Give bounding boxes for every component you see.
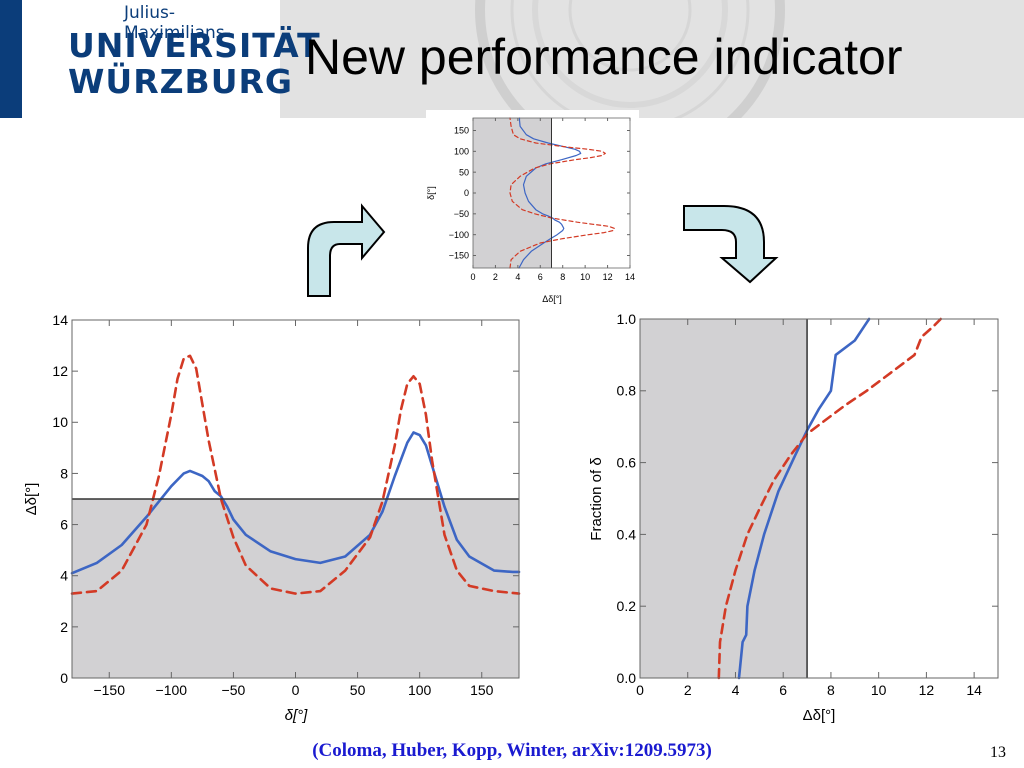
x-tick-label: 12 [919,682,935,698]
x-tick-label: 10 [580,272,590,282]
x-tick-label: 4 [732,682,740,698]
x-tick-label: 0 [636,682,644,698]
x-tick-label: 8 [560,272,565,282]
x-tick-label: 50 [350,682,366,698]
tick-layer: −150 −100 −50 0 50 100 150 0 2 4 6 8 10 12 14 [52,312,519,698]
chart-fraction-vs-precision: 0 2 4 6 8 10 12 14 0.0 0.2 0.4 0.6 0.8 1.0 Δδ[°] Frac… [588,311,999,724]
y-tick-label: 14 [52,312,68,328]
x-tick-label: 150 [470,682,494,698]
y-tick-label: −150 [449,251,469,261]
y-tick-label: 0 [60,670,68,686]
y-tick-label: 1.0 [617,311,637,327]
y-tick-label: 0.2 [617,598,637,614]
series-line-dashed [509,117,615,269]
x-axis-label: Δδ[°] [803,707,836,724]
x-tick-label: −100 [156,682,188,698]
university-logo: Julius-Maximilians- UNIVERSITÄT WÜRZBURG [0,0,320,118]
y-tick-label: 0.6 [617,455,637,471]
y-tick-label: 100 [454,146,469,156]
tick-layer: 0 2 4 6 8 10 12 14 −150 −100 −50 0 50 100 150 [449,118,635,282]
y-tick-label: −100 [449,230,469,240]
slide-title: New performance indicator [305,29,903,85]
x-tick-label: 0 [470,272,475,282]
seal-watermark [475,0,785,118]
x-axis-label: Δδ[°] [542,294,562,304]
y-axis-label: Fraction of δ [588,457,605,540]
series-line-solid [518,117,582,269]
series-layer [70,354,521,595]
x-tick-label: 6 [538,272,543,282]
logo-bar [0,0,22,118]
x-tick-label: 8 [827,682,835,698]
x-tick-label: 14 [966,682,982,698]
x-tick-label: 2 [684,682,692,698]
y-axis-label: Δδ[°] [23,483,40,516]
x-tick-label: 0 [292,682,300,698]
chart-delta-precision-vs-delta: −150 −100 −50 0 50 100 150 0 2 4 6 8 10 12 14 δ[°] Δδ[… [23,312,521,724]
y-tick-label: 0.4 [617,526,637,542]
series-line-dashed [70,354,521,595]
y-tick-label: 10 [52,414,68,430]
y-tick-label: 150 [454,126,469,136]
y-tick-label: 2 [60,619,68,635]
y-tick-label: −50 [454,209,469,219]
chart-inset-delta-vs-precision: 0 2 4 6 8 10 12 14 −150 −100 −50 0 50 100 150 Δδ[°] δ[… [426,110,639,310]
y-tick-label: 8 [60,465,68,481]
series-line-solid [70,431,521,575]
citation: (Coloma, Huber, Kopp, Winter, arXiv:1209… [312,740,712,761]
x-tick-label: 10 [871,682,887,698]
logo-line-1: UNIVERSITÄT [68,26,321,65]
x-tick-label: 12 [603,272,613,282]
x-tick-label: 2 [493,272,498,282]
slide-header: Julius-Maximilians- UNIVERSITÄT WÜRZBURG… [0,0,1024,118]
series-line-solid [737,317,871,680]
y-tick-label: 0.0 [617,670,637,686]
page-number: 13 [990,744,1006,761]
y-tick-label: 4 [60,568,68,584]
logo-subtitle: Julius-Maximilians- [124,3,231,43]
y-axis-label: δ[°] [426,186,436,200]
x-tick-label: 14 [625,272,635,282]
x-tick-label: 4 [515,272,520,282]
x-tick-label: −150 [93,682,125,698]
y-tick-label: 6 [60,516,68,532]
logo-line-2: WÜRZBURG [68,62,293,101]
curved-arrow-down-right-icon [683,205,779,284]
tick-layer: 0 2 4 6 8 10 12 14 0.0 0.2 0.4 0.6 0.8 1.0 [617,311,998,698]
x-tick-label: 6 [779,682,787,698]
x-axis-label: δ[°] [285,707,309,724]
curved-arrow-up-right-icon [307,203,386,297]
plot-frame [639,318,999,679]
series-layer [509,117,615,269]
shaded-region [72,499,519,678]
y-tick-label: 12 [52,363,68,379]
x-tick-label: 100 [408,682,432,698]
x-tick-label: −50 [222,682,246,698]
y-tick-label: 0 [464,188,469,198]
y-tick-label: 0.8 [617,383,637,399]
y-tick-label: 50 [459,167,469,177]
